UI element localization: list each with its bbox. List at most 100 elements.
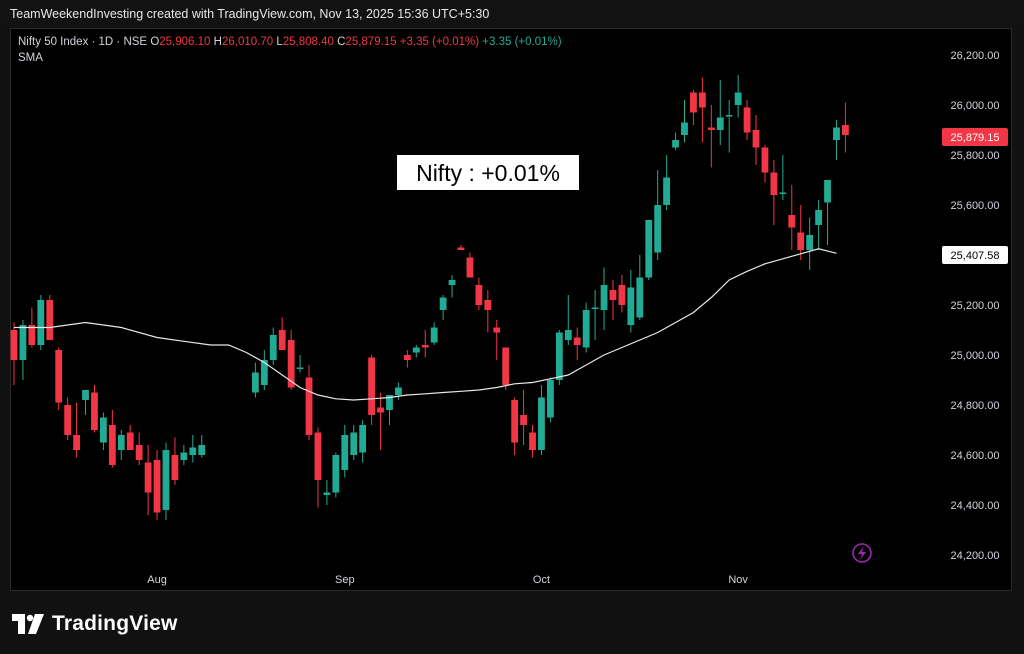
candle[interactable] xyxy=(636,255,644,320)
candle[interactable] xyxy=(779,155,787,200)
candle[interactable] xyxy=(672,132,679,151)
close-value: 25,879.15 xyxy=(345,36,397,48)
candle[interactable] xyxy=(502,347,510,391)
candle[interactable] xyxy=(403,350,411,368)
candle-body xyxy=(609,290,617,300)
candle[interactable] xyxy=(430,322,438,346)
low-label: L xyxy=(276,36,283,48)
candle[interactable] xyxy=(627,270,635,333)
candle[interactable] xyxy=(654,170,662,260)
candle[interactable] xyxy=(19,320,27,380)
candle[interactable] xyxy=(341,425,349,478)
candle[interactable] xyxy=(439,295,447,320)
candle[interactable] xyxy=(824,180,831,245)
candle[interactable] xyxy=(100,412,107,451)
candle[interactable] xyxy=(305,365,313,440)
candle[interactable] xyxy=(761,145,769,183)
candle-body xyxy=(37,300,45,345)
candle[interactable] xyxy=(117,430,125,460)
candle[interactable] xyxy=(815,200,822,250)
candle[interactable] xyxy=(520,390,527,445)
candle[interactable] xyxy=(681,100,688,143)
candle[interactable] xyxy=(770,160,778,225)
candle[interactable] xyxy=(46,295,54,340)
candle[interactable] xyxy=(716,80,724,145)
candle[interactable] xyxy=(108,410,116,468)
candle[interactable] xyxy=(10,322,18,386)
candle[interactable] xyxy=(368,355,375,425)
lightning-icon[interactable] xyxy=(852,543,872,563)
candle[interactable] xyxy=(37,295,45,350)
candle[interactable] xyxy=(64,397,72,441)
candle[interactable] xyxy=(386,395,393,425)
candle[interactable] xyxy=(377,392,384,451)
candle[interactable] xyxy=(797,205,805,260)
candle[interactable] xyxy=(833,120,840,160)
candle[interactable] xyxy=(511,397,519,456)
candle[interactable] xyxy=(278,317,286,351)
candle[interactable] xyxy=(591,290,599,340)
candle[interactable] xyxy=(555,330,563,385)
candle[interactable] xyxy=(734,75,742,118)
tradingview-logo[interactable]: TradingView xyxy=(12,612,178,636)
candle[interactable] xyxy=(448,275,456,298)
candle[interactable] xyxy=(296,355,304,373)
candle[interactable] xyxy=(73,402,80,458)
candle[interactable] xyxy=(144,445,152,515)
indicator-legend[interactable]: SMA xyxy=(18,52,43,64)
annotation-box[interactable]: Nifty : +0.01% xyxy=(397,155,579,190)
candle[interactable] xyxy=(269,327,277,366)
candle[interactable] xyxy=(162,442,170,521)
candle[interactable] xyxy=(484,290,492,333)
candle[interactable] xyxy=(251,362,259,398)
candle[interactable] xyxy=(314,427,322,508)
candle[interactable] xyxy=(564,295,572,345)
candle[interactable] xyxy=(806,217,814,271)
candle[interactable] xyxy=(493,320,501,360)
candle[interactable] xyxy=(609,280,617,320)
candle[interactable] xyxy=(842,102,849,153)
candle[interactable] xyxy=(332,452,340,498)
candle[interactable] xyxy=(663,155,671,210)
candle[interactable] xyxy=(82,390,89,415)
candle[interactable] xyxy=(529,425,536,458)
candle[interactable] xyxy=(466,252,474,278)
candle[interactable] xyxy=(725,100,733,153)
candle[interactable] xyxy=(412,345,420,358)
candle[interactable] xyxy=(260,350,268,390)
candle[interactable] xyxy=(287,330,295,390)
candle[interactable] xyxy=(743,100,751,140)
candle[interactable] xyxy=(421,330,429,358)
ohlc-legend: Nifty 50 Index · 1D · NSE O25,906.10 H26… xyxy=(18,36,562,48)
candle[interactable] xyxy=(698,77,706,143)
candle[interactable] xyxy=(395,382,402,401)
candle[interactable] xyxy=(457,245,465,250)
candle[interactable] xyxy=(752,115,760,165)
candle[interactable] xyxy=(582,302,590,353)
candle[interactable] xyxy=(180,445,188,465)
candle[interactable] xyxy=(189,435,197,463)
candle[interactable] xyxy=(600,267,608,331)
candle[interactable] xyxy=(359,420,367,463)
candle-body xyxy=(654,205,662,253)
candle[interactable] xyxy=(126,425,134,450)
candle[interactable] xyxy=(171,437,179,486)
candle[interactable] xyxy=(475,277,483,311)
candle[interactable] xyxy=(547,377,554,423)
candle[interactable] xyxy=(153,450,161,520)
candle[interactable] xyxy=(690,90,697,125)
candle[interactable] xyxy=(135,432,143,466)
candle-body xyxy=(761,147,769,173)
candle[interactable] xyxy=(645,220,653,280)
candle[interactable] xyxy=(538,385,545,455)
candle[interactable] xyxy=(323,480,331,505)
candle[interactable] xyxy=(198,435,206,458)
candle[interactable] xyxy=(55,347,63,411)
candle[interactable] xyxy=(573,327,581,361)
candle[interactable] xyxy=(350,425,358,460)
candle[interactable] xyxy=(91,385,98,433)
candle[interactable] xyxy=(618,275,626,313)
candle[interactable] xyxy=(707,105,715,168)
candle[interactable] xyxy=(788,185,796,250)
